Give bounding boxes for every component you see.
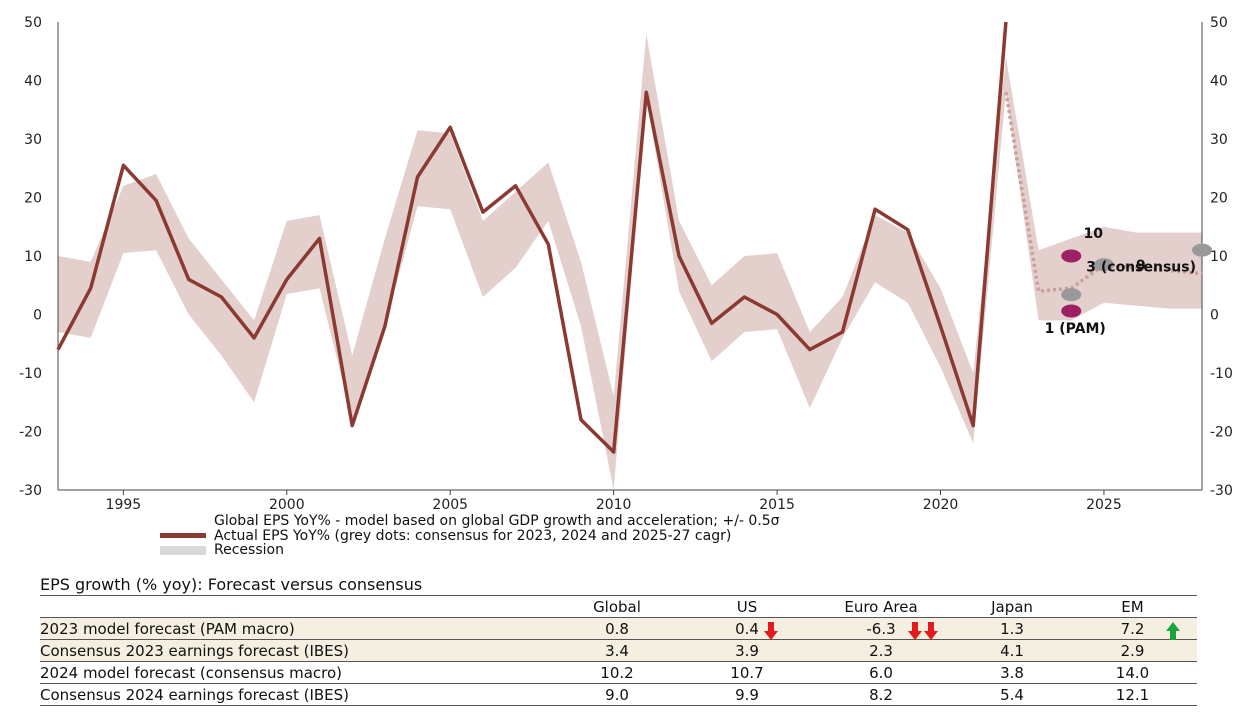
- y-tick-label-right: 0: [1210, 308, 1219, 324]
- table-row: 2024 model forecast (consensus macro) 10…: [40, 661, 1197, 684]
- legend-label-actual: Actual EPS YoY% (grey dots: consensus fo…: [214, 527, 732, 544]
- x-tick-label: 2000: [269, 497, 305, 512]
- legend-swatch-recession: [160, 545, 206, 555]
- y-tick-label-right: 10: [1210, 249, 1228, 265]
- legend-item-actual: Actual EPS YoY% (grey dots: consensus fo…: [160, 527, 780, 544]
- table-cell: 3.9: [688, 639, 806, 662]
- table-cell: 9.0: [546, 683, 688, 706]
- x-tick-label: 1995: [106, 497, 142, 512]
- table-cell: 14.0: [1068, 661, 1197, 684]
- table-header-row: Global US Euro Area Japan EM: [40, 595, 1197, 618]
- x-tick-label: 2005: [432, 497, 468, 512]
- table-row: Consensus 2023 earnings forecast (IBES) …: [40, 639, 1197, 662]
- table-title: EPS growth (% yoy): Forecast versus cons…: [40, 575, 423, 594]
- y-tick-label-right: 30: [1210, 132, 1228, 148]
- y-tick-label-left: 10: [24, 249, 42, 265]
- y-tick-label-right: 50: [1210, 15, 1228, 31]
- legend-swatch-actual: [160, 533, 206, 539]
- point-label: 9: [1136, 258, 1146, 274]
- table-cell: -6.3: [806, 617, 956, 640]
- y-tick-label-right: -10: [1210, 366, 1233, 382]
- column-header: Japan: [956, 595, 1068, 618]
- column-header: Global: [546, 595, 688, 618]
- legend-item-recession: Recession: [160, 543, 780, 558]
- table-cell: 1.3: [956, 617, 1068, 640]
- y-tick-label-right: 20: [1210, 191, 1228, 207]
- down-arrow-icon: [924, 621, 938, 640]
- table-cell: 10.2: [546, 661, 688, 684]
- legend-label-band: Global EPS YoY% - model based on global …: [214, 513, 780, 529]
- table-cell: 5.4: [956, 683, 1068, 706]
- forecast-table-section: EPS growth (% yoy): Forecast versus cons…: [40, 575, 1197, 706]
- y-tick-label-right: 40: [1210, 74, 1228, 90]
- table-row: Consensus 2024 earnings forecast (IBES) …: [40, 683, 1197, 706]
- row-label: 2023 model forecast (PAM macro): [40, 617, 546, 640]
- table-cell: 12.1: [1068, 683, 1197, 706]
- point-label: 3 (consensus): [1086, 260, 1196, 276]
- y-tick-label-left: -20: [19, 425, 42, 441]
- table-cell: 0.4: [688, 617, 806, 640]
- data-point: [1093, 258, 1114, 272]
- legend-item-band: Global EPS YoY% - model based on global …: [160, 514, 780, 529]
- up-arrow-icon: [1166, 621, 1180, 640]
- table-row: 2023 model forecast (PAM macro) 0.8 0.4 …: [40, 617, 1197, 640]
- column-header: Euro Area: [806, 595, 956, 618]
- y-tick-label-right: -20: [1210, 425, 1233, 441]
- table-cell: 3.8: [956, 661, 1068, 684]
- column-header: EM: [1068, 595, 1197, 618]
- chart-legend: Global EPS YoY% - model based on global …: [160, 514, 780, 558]
- table-cell: 2.9: [1068, 639, 1197, 662]
- y-tick-label-left: -30: [19, 483, 42, 499]
- table-cell: 6.0: [806, 661, 956, 684]
- column-header: [40, 595, 546, 618]
- y-tick-label-left: -10: [19, 366, 42, 382]
- x-tick-label: 2020: [923, 497, 959, 512]
- point-label: 1 (PAM): [1045, 321, 1106, 337]
- down-arrow-icon: [908, 621, 922, 640]
- table-cell: 2.3: [806, 639, 956, 662]
- y-tick-label-left: 20: [24, 191, 42, 207]
- y-tick-label-left: 0: [33, 308, 42, 324]
- y-tick-label-right: -30: [1210, 483, 1233, 499]
- table-cell: 9.9: [688, 683, 806, 706]
- data-point: [1192, 243, 1212, 257]
- column-header: US: [688, 595, 806, 618]
- data-point: [1061, 249, 1082, 263]
- data-point: [1061, 288, 1082, 302]
- table-cell: 4.1: [956, 639, 1068, 662]
- row-label: 2024 model forecast (consensus macro): [40, 661, 546, 684]
- forecast-table: Global US Euro Area Japan EM 2023 model …: [40, 595, 1197, 706]
- table-cell: 8.2: [806, 683, 956, 706]
- x-tick-label: 2015: [759, 497, 795, 512]
- legend-label-recession: Recession: [214, 542, 284, 558]
- table-cell: 7.2: [1068, 617, 1197, 640]
- x-tick-label: 2025: [1086, 497, 1122, 512]
- y-tick-label-left: 30: [24, 132, 42, 148]
- series-line-actual: [56, 21, 1008, 454]
- table-cell: 0.8: [546, 617, 688, 640]
- row-label: Consensus 2024 earnings forecast (IBES): [40, 683, 546, 706]
- y-tick-label-left: 50: [24, 15, 42, 31]
- point-label: 10: [1084, 226, 1104, 242]
- down-arrow-icon: [764, 621, 778, 640]
- table-cell: 3.4: [546, 639, 688, 662]
- x-tick-label: 2010: [596, 497, 632, 512]
- row-label: Consensus 2023 earnings forecast (IBES): [40, 639, 546, 662]
- data-point: [1061, 304, 1082, 318]
- cell-value: 7.2: [1120, 619, 1145, 638]
- y-tick-label-left: 40: [24, 74, 42, 90]
- cell-value: -6.3: [866, 619, 896, 638]
- cell-value: 0.4: [735, 619, 759, 638]
- table-cell: 10.7: [688, 661, 806, 684]
